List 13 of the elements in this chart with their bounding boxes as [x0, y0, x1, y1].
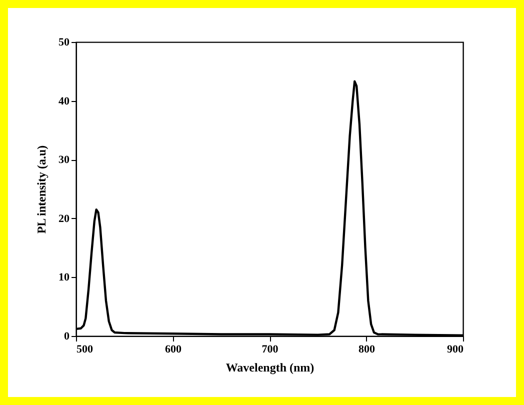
- x-tick-label: 500: [76, 344, 94, 356]
- x-axis-title: Wavelength (nm): [226, 360, 314, 374]
- y-tick-label: 10: [58, 272, 70, 284]
- y-tick-label: 40: [58, 95, 70, 108]
- y-tick-label: 50: [58, 36, 70, 48]
- x-tick-label: 600: [165, 344, 182, 356]
- y-tick-label: 0: [64, 330, 70, 342]
- x-tick-label: 700: [262, 344, 279, 356]
- y-tick-label: 30: [58, 154, 70, 166]
- y-tick-label: 20: [58, 212, 70, 225]
- x-tick-label: 900: [447, 344, 464, 356]
- x-tick-label: 800: [358, 344, 376, 356]
- y-axis-title: PL intensity (a.u): [34, 145, 48, 234]
